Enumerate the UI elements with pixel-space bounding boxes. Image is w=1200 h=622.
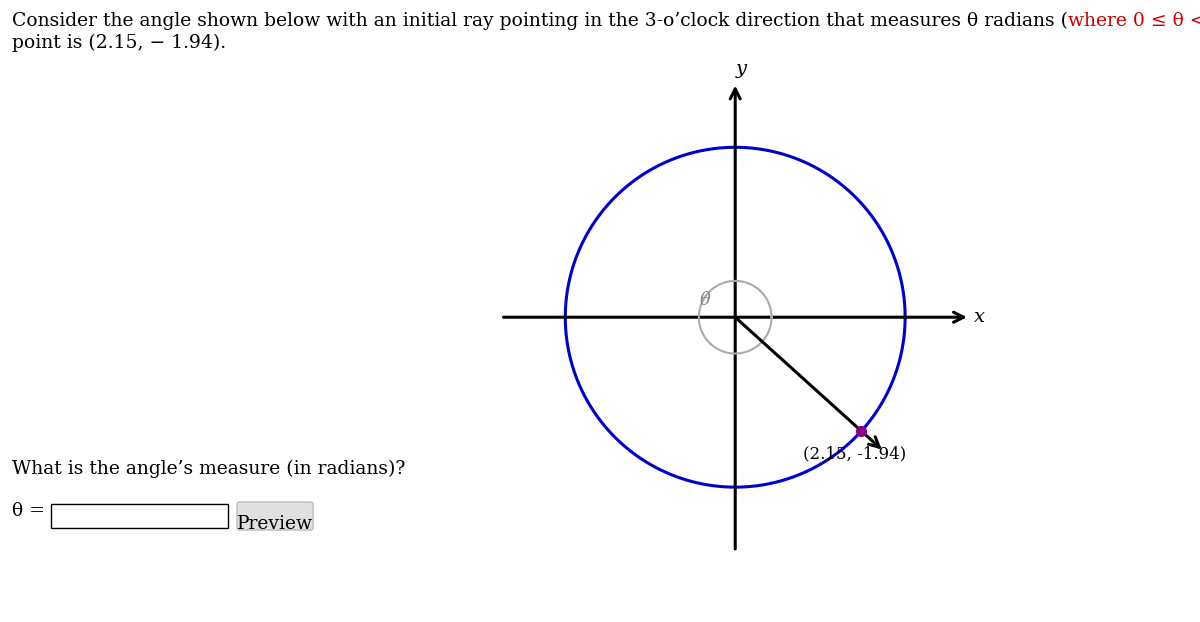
FancyBboxPatch shape xyxy=(50,504,228,528)
Text: y: y xyxy=(736,60,746,78)
Text: Preview: Preview xyxy=(238,515,313,533)
Text: where 0 ≤ θ < 2π: where 0 ≤ θ < 2π xyxy=(1068,12,1200,30)
Text: (2.15, -1.94): (2.15, -1.94) xyxy=(803,446,906,463)
FancyBboxPatch shape xyxy=(238,502,313,530)
Text: point is (2.15, − 1.94).: point is (2.15, − 1.94). xyxy=(12,34,226,52)
Text: What is the angle’s measure (in radians)?: What is the angle’s measure (in radians)… xyxy=(12,460,406,478)
Text: θ: θ xyxy=(700,290,710,309)
Text: x: x xyxy=(974,309,985,326)
Text: θ =: θ = xyxy=(12,502,46,520)
Text: Consider the angle shown below with an initial ray pointing in the 3-o’clock dir: Consider the angle shown below with an i… xyxy=(12,12,1068,30)
